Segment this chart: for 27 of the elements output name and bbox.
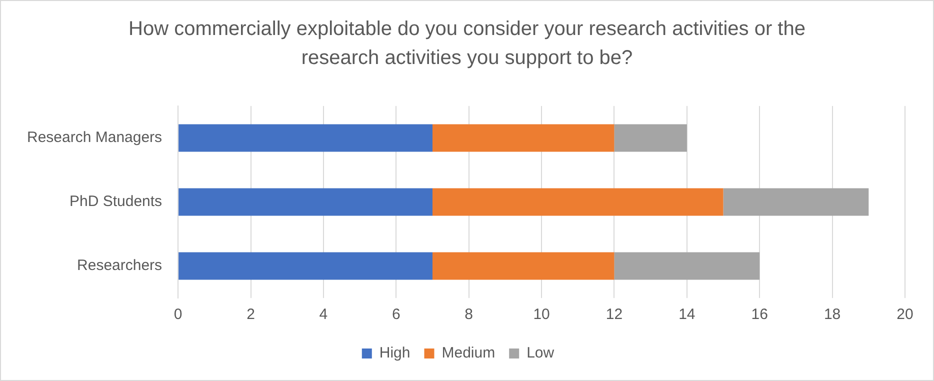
x-tick-label: 20: [896, 306, 914, 324]
bar: [178, 124, 432, 152]
x-tick-label: 0: [174, 306, 182, 324]
bar: [432, 188, 724, 216]
legend-label: Medium: [442, 344, 496, 362]
bar: [178, 252, 432, 280]
x-tick-label: 14: [678, 306, 696, 324]
x-tick-label: 8: [464, 306, 474, 324]
bar: [723, 188, 869, 216]
legend-label: High: [379, 344, 410, 362]
x-tick-label: 12: [606, 306, 623, 324]
y-tick-label: PhD Students: [70, 193, 162, 210]
x-tick-label: 10: [533, 306, 550, 324]
legend-label: Low: [526, 344, 554, 362]
bar: [432, 252, 614, 280]
y-tick-label: Research Managers: [26, 129, 162, 146]
bar: [432, 124, 614, 152]
x-tick-label: 4: [319, 306, 328, 324]
bar: [614, 252, 760, 280]
x-tick-label: 6: [392, 306, 400, 324]
bar: [614, 124, 687, 152]
y-tick-label: Researchers: [77, 257, 162, 274]
chart-title: How commercially exploitable do you consider your research activities or the research activities you support to be?: [128, 17, 806, 71]
x-tick-label: 18: [824, 306, 841, 324]
x-tick-label: 16: [751, 306, 768, 324]
bar: [178, 188, 432, 216]
x-tick-label: 2: [246, 306, 255, 324]
